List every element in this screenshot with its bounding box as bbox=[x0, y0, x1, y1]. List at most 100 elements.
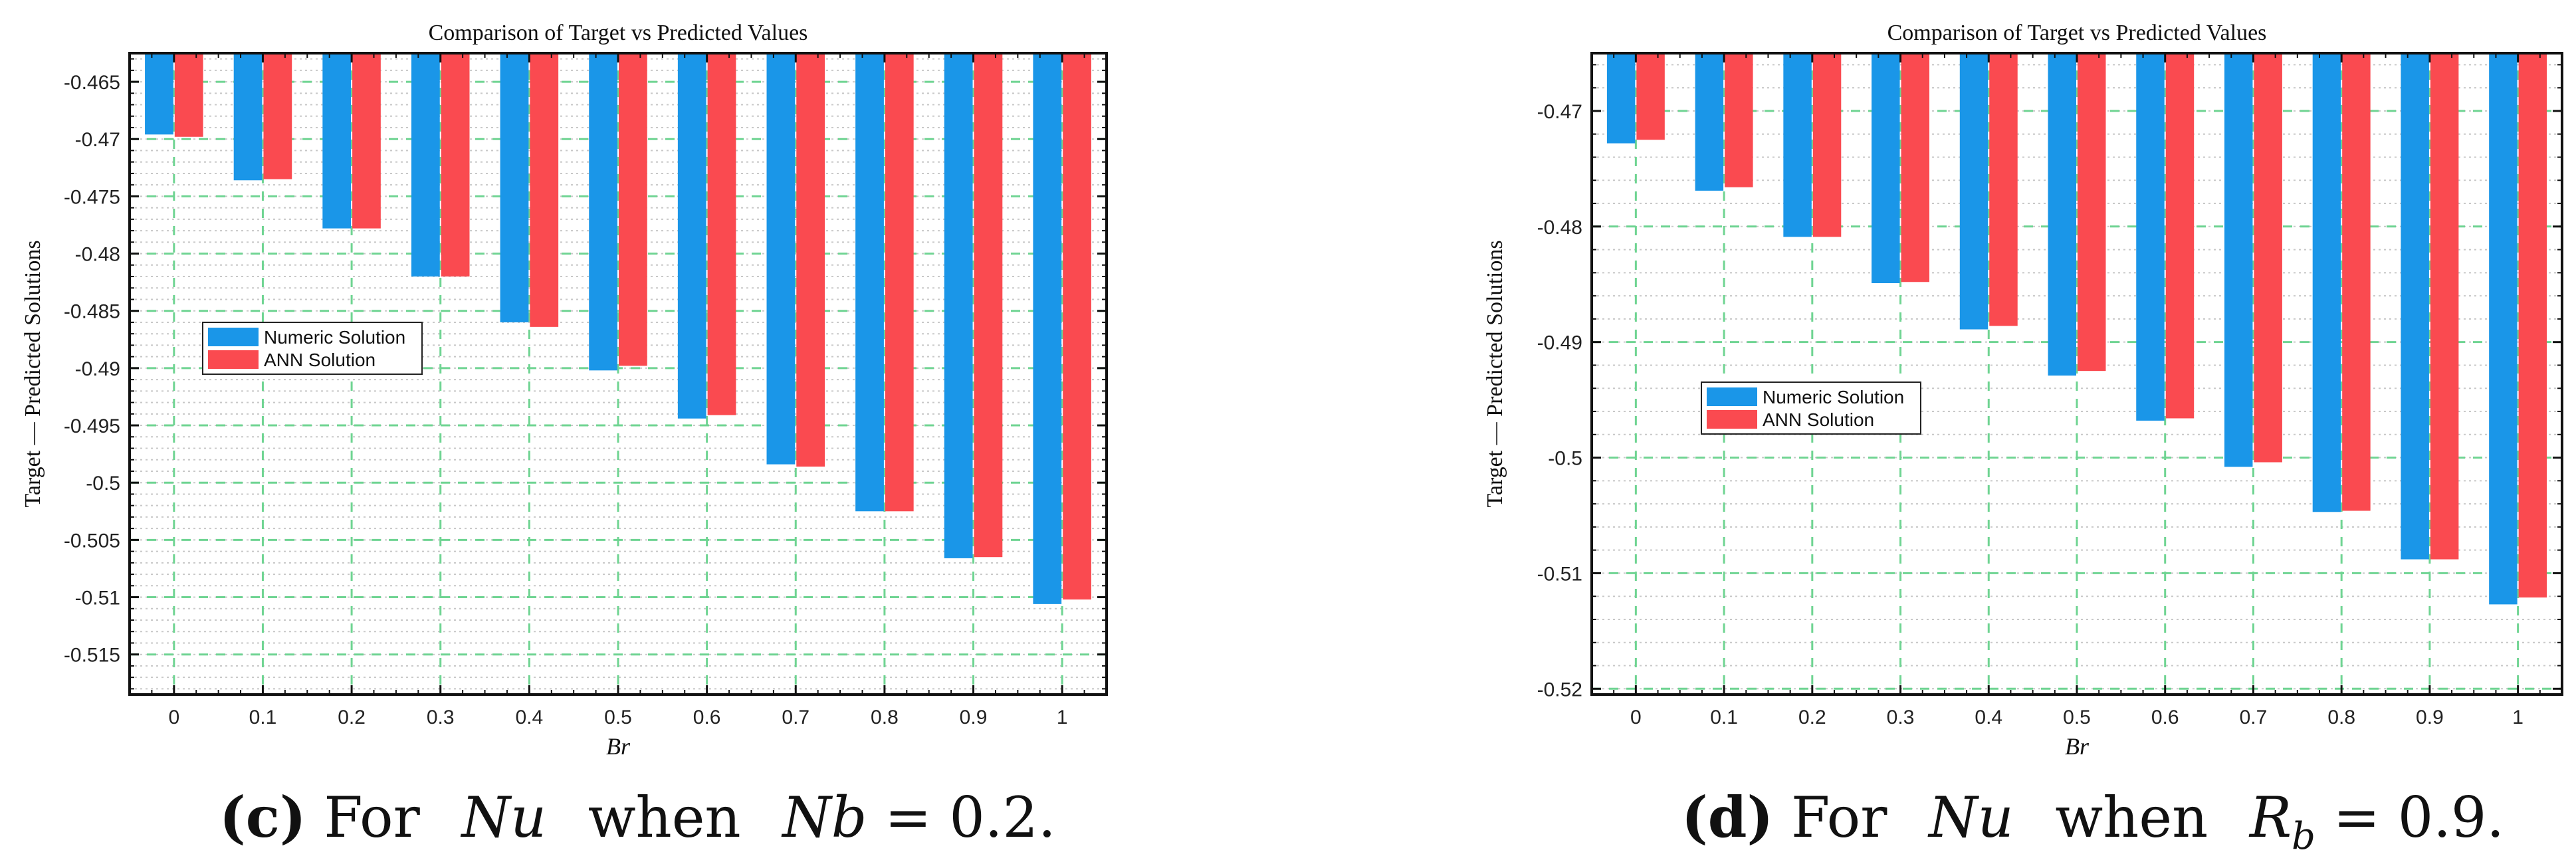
numeric-solution-bar bbox=[1783, 53, 1812, 237]
x-tick-label: 0.9 bbox=[960, 706, 988, 728]
x-axis-label: Br bbox=[2065, 733, 2090, 760]
caption-parameter: Nb bbox=[782, 785, 867, 850]
chart-d: -0.47-0.48-0.49-0.5-0.51-0.520 0.1 0.2 0.3 0… bbox=[1483, 21, 2563, 760]
ann-solution-bar bbox=[619, 53, 647, 366]
y-tick-label: -0.485 bbox=[64, 301, 120, 323]
y-tick-label: -0.47 bbox=[75, 129, 120, 151]
x-tick-label: 0.8 bbox=[2327, 706, 2355, 728]
y-axis: -0.465 -0.47 -0.475 -0.48 -0.485 -0.49 -0.495 -… bbox=[64, 58, 1107, 690]
y-tick-label: -0.51 bbox=[75, 588, 120, 609]
x-tick-label: 0.7 bbox=[782, 706, 809, 728]
caption-d: (d) For Nu when Rb = 0.9. bbox=[1681, 784, 2504, 858]
ann-solution-bar bbox=[530, 53, 559, 327]
bars bbox=[1606, 53, 2547, 605]
numeric-solution-bar bbox=[2136, 53, 2165, 421]
y-tick-label: -0.47 bbox=[1537, 101, 1582, 123]
major-grid bbox=[130, 53, 1107, 695]
y-axis: -0.47 -0.48 -0.49 -0.5 -0.51 -0.52 bbox=[1537, 64, 2562, 701]
x-tick-label: 0.3 bbox=[1887, 706, 1915, 728]
y-tick-label: -0.51 bbox=[1537, 563, 1582, 585]
chart-title: Comparison of Target vs Predicted Values bbox=[1887, 21, 2267, 45]
chart-title: Comparison of Target vs Predicted Values bbox=[429, 21, 808, 45]
x-tick-label: 0.5 bbox=[2063, 706, 2091, 728]
numeric-solution-bar bbox=[1872, 53, 1900, 284]
numeric-solution-bar bbox=[2048, 53, 2076, 376]
y-tick-label: -0.49 bbox=[75, 358, 120, 380]
caption-letter: (c) bbox=[219, 784, 306, 850]
x-axis: 0 0.1 0.2 0.3 0.4 0.5 0.6 0.7 0.8 0.9 1 bbox=[1591, 53, 2563, 728]
x-tick-label: 0.6 bbox=[693, 706, 721, 728]
caption-variable: Nu bbox=[461, 785, 547, 850]
ann-solution-bar bbox=[441, 53, 470, 277]
ann-solution-bar bbox=[2078, 53, 2106, 372]
x-tick-label: 0.3 bbox=[427, 706, 455, 728]
numeric-solution-bar bbox=[500, 53, 529, 322]
x-tick-label: 0.4 bbox=[1975, 706, 2002, 728]
y-tick-label: -0.475 bbox=[64, 186, 120, 208]
y-tick-label: -0.515 bbox=[64, 645, 120, 667]
y-tick-label: -0.48 bbox=[75, 244, 120, 266]
numeric-solution-bar bbox=[1033, 53, 1062, 604]
ann-solution-bar bbox=[885, 53, 914, 512]
numeric-solution-bar bbox=[1959, 53, 1988, 330]
ann-solution-bar bbox=[2518, 53, 2547, 597]
panel-d: -0.47 -0.48 -0.49 -0.5 -0.51 -0.52 0 0.1 0.2 0.3 0… bbox=[1462, 0, 2576, 868]
caption-period: . bbox=[1037, 785, 1056, 850]
ann-solution-bar bbox=[1901, 53, 1930, 282]
numeric-solution-bar bbox=[855, 53, 884, 512]
legend-label: Numeric Solution bbox=[1763, 387, 1904, 407]
numeric-solution-bar bbox=[411, 53, 440, 277]
ann-solution-bar bbox=[1636, 53, 1665, 140]
numeric-solution-bar bbox=[766, 53, 796, 465]
y-tick-label: -0.49 bbox=[1537, 332, 1582, 354]
ann-solution-bar bbox=[796, 53, 825, 467]
ann-solution-bar bbox=[974, 53, 1003, 558]
legend-swatch-ann bbox=[208, 350, 259, 369]
y-tick-label: -0.5 bbox=[86, 473, 120, 494]
ann-solution-bar bbox=[1812, 53, 1842, 237]
numeric-solution-bar bbox=[1695, 53, 1724, 191]
caption-period: . bbox=[2486, 785, 2505, 850]
ann-solution-bar bbox=[1725, 53, 1753, 187]
caption-variable: Nu bbox=[1929, 785, 2014, 850]
legend-label: ANN Solution bbox=[264, 350, 376, 370]
numeric-solution-bar bbox=[1606, 53, 1636, 144]
x-tick-label: 1 bbox=[1057, 706, 1068, 728]
y-tick-label: -0.465 bbox=[64, 72, 120, 94]
caption-subscript: b bbox=[2292, 815, 2315, 858]
x-tick-label: 0.2 bbox=[1798, 706, 1826, 728]
bars bbox=[145, 53, 1091, 604]
numeric-solution-bar bbox=[944, 53, 973, 558]
caption-parameter: R bbox=[2249, 785, 2292, 850]
caption-for: For bbox=[324, 785, 420, 850]
x-tick-label: 0.7 bbox=[2240, 706, 2268, 728]
ann-solution-bar bbox=[2430, 53, 2459, 560]
x-axis: 0 0.1 0.2 0.3 0.4 0.5 0.6 0.7 0.8 0.9 1 bbox=[129, 53, 1107, 728]
y-tick-label: -0.52 bbox=[1537, 679, 1582, 701]
y-tick-label: -0.505 bbox=[64, 530, 120, 552]
x-tick-label: 0.9 bbox=[2416, 706, 2444, 728]
numeric-solution-bar bbox=[589, 53, 617, 371]
x-tick-label: 1 bbox=[2512, 706, 2523, 728]
y-tick-label: -0.5 bbox=[1548, 448, 1582, 470]
numeric-solution-bar bbox=[145, 53, 173, 135]
x-axis-label: Br bbox=[606, 733, 631, 760]
caption-c: (c) For Nu when Nb = 0.2. bbox=[219, 784, 1056, 858]
numeric-solution-bar bbox=[2224, 53, 2253, 467]
chart-c: -0.465 -0.47 -0.475 -0.48 -0.485 -0.49 -0.495 -… bbox=[21, 21, 1108, 760]
numeric-solution-bar bbox=[233, 53, 263, 181]
ann-solution-bar bbox=[263, 53, 292, 179]
ann-solution-bar bbox=[2254, 53, 2282, 463]
caption-when: when bbox=[2055, 785, 2208, 850]
numeric-solution-bar bbox=[677, 53, 706, 419]
y-tick-label: -0.48 bbox=[1537, 217, 1582, 239]
numeric-solution-bar bbox=[322, 53, 352, 229]
caption-letter: (d) bbox=[1681, 784, 1774, 850]
caption-for: For bbox=[1790, 785, 1887, 850]
x-tick-label: 0.5 bbox=[604, 706, 632, 728]
ann-solution-bar bbox=[707, 53, 736, 415]
numeric-solution-bar bbox=[2312, 53, 2341, 512]
x-tick-label: 0 bbox=[168, 706, 179, 728]
